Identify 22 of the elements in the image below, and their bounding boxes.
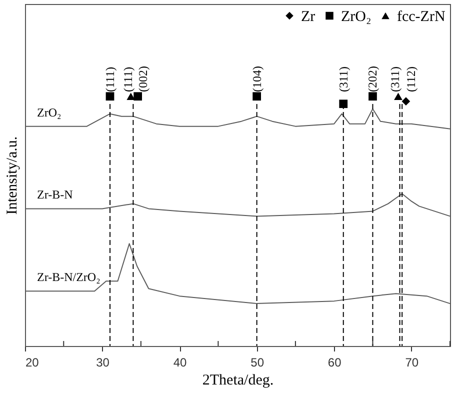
x-tick-label: 70	[405, 356, 419, 370]
x-tick-label: 50	[250, 356, 264, 370]
text: (202)	[366, 66, 380, 92]
x-tick-label: 40	[173, 356, 188, 370]
text: (111)	[120, 66, 135, 92]
text: (111)	[103, 66, 117, 92]
text: (311)	[388, 66, 402, 92]
text: (112)	[404, 66, 418, 92]
series-label: ZrO₂	[37, 105, 62, 120]
text: (104)	[250, 66, 264, 92]
series-label: Zr-B-N	[37, 188, 74, 202]
x-tick-label: 30	[96, 356, 110, 370]
text: (002)	[136, 66, 150, 92]
legend-label: fcc-ZrN	[397, 8, 446, 25]
series-label: Zr-B-N/ZrO₂	[37, 270, 100, 284]
y-axis-title: Intensity/a.u.	[4, 136, 20, 215]
x-axis-title: 2Theta/deg.	[202, 372, 274, 388]
legend-label: Zr	[301, 8, 316, 25]
text: (311)	[336, 66, 350, 92]
x-tick-label: 20	[26, 356, 40, 370]
x-tick-label: 60	[328, 356, 342, 370]
legend-label: ZrO₂	[341, 8, 372, 25]
